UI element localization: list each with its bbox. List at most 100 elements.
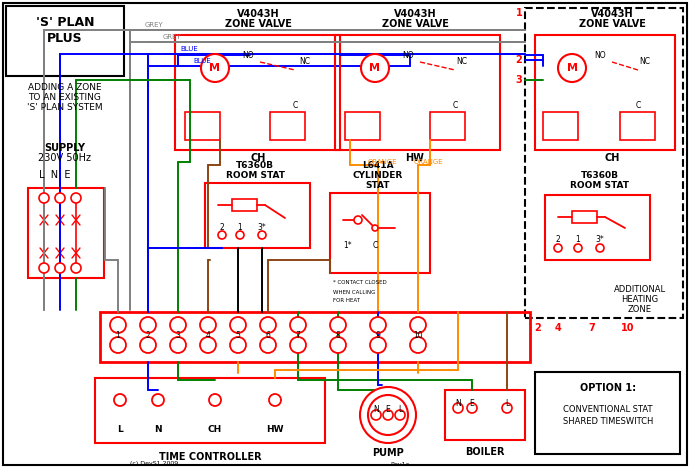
- Circle shape: [209, 394, 221, 406]
- Text: 7: 7: [589, 323, 595, 333]
- Text: PUMP: PUMP: [372, 448, 404, 458]
- Text: OPTION 1:: OPTION 1:: [580, 383, 636, 393]
- Text: Rev1a: Rev1a: [390, 461, 409, 467]
- Text: 3: 3: [175, 330, 181, 339]
- Text: PLUS: PLUS: [47, 31, 83, 44]
- Bar: [525, 8, 683, 318]
- Circle shape: [218, 231, 226, 239]
- Text: V4043H: V4043H: [394, 9, 436, 19]
- Text: M: M: [370, 63, 380, 73]
- Text: CH: CH: [250, 153, 266, 163]
- Circle shape: [260, 337, 276, 353]
- Circle shape: [55, 263, 65, 273]
- Text: ORANGE: ORANGE: [413, 159, 443, 165]
- Text: WHEN CALLING: WHEN CALLING: [333, 290, 375, 294]
- Bar: [205, 183, 310, 248]
- Text: NC: NC: [457, 58, 468, 66]
- Circle shape: [230, 317, 246, 333]
- Text: 3*: 3*: [595, 235, 604, 244]
- Circle shape: [410, 317, 426, 333]
- Circle shape: [371, 410, 381, 420]
- Text: 1: 1: [237, 224, 242, 233]
- Text: L: L: [398, 405, 402, 415]
- Circle shape: [110, 317, 126, 333]
- Text: SHARED TIMESWITCH: SHARED TIMESWITCH: [563, 417, 653, 426]
- Circle shape: [55, 193, 65, 203]
- Text: NO: NO: [242, 51, 254, 59]
- Circle shape: [39, 263, 49, 273]
- Text: NC: NC: [640, 58, 651, 66]
- Text: 2: 2: [146, 330, 150, 339]
- Text: V4043H: V4043H: [237, 9, 279, 19]
- Bar: [232, 199, 257, 211]
- Text: C: C: [373, 241, 377, 249]
- Circle shape: [368, 395, 408, 435]
- Text: NO: NO: [594, 51, 606, 59]
- Text: N: N: [455, 398, 461, 408]
- Circle shape: [502, 403, 512, 413]
- Bar: [335, 35, 500, 150]
- Text: T6360B: T6360B: [236, 161, 274, 169]
- Text: ROOM STAT: ROOM STAT: [571, 181, 629, 190]
- Text: 7: 7: [295, 330, 300, 339]
- Text: GREY: GREY: [145, 22, 164, 28]
- Bar: [535, 372, 680, 454]
- Circle shape: [453, 403, 463, 413]
- Circle shape: [170, 337, 186, 353]
- Circle shape: [596, 244, 604, 252]
- Text: (c) DevS1 2009: (c) DevS1 2009: [130, 461, 178, 467]
- Circle shape: [71, 263, 81, 273]
- Text: 2: 2: [535, 323, 542, 333]
- Circle shape: [330, 337, 346, 353]
- Text: HEATING: HEATING: [622, 295, 658, 305]
- Text: CYLINDER: CYLINDER: [353, 170, 403, 180]
- Text: 3*: 3*: [257, 224, 266, 233]
- Bar: [572, 211, 597, 223]
- Text: M: M: [210, 63, 221, 73]
- Circle shape: [372, 225, 378, 231]
- Text: 4: 4: [555, 323, 562, 333]
- Text: NC: NC: [299, 58, 310, 66]
- Circle shape: [140, 337, 156, 353]
- Text: ZONE VALVE: ZONE VALVE: [224, 19, 291, 29]
- Text: 8: 8: [335, 330, 340, 339]
- Circle shape: [39, 193, 49, 203]
- Circle shape: [467, 403, 477, 413]
- Text: L  N  E: L N E: [39, 170, 71, 180]
- Text: HW: HW: [406, 153, 424, 163]
- Text: N: N: [373, 405, 379, 415]
- Circle shape: [554, 244, 562, 252]
- Text: C: C: [293, 101, 297, 110]
- Text: 1*: 1*: [344, 241, 353, 249]
- Circle shape: [269, 394, 281, 406]
- Circle shape: [140, 317, 156, 333]
- Text: SUPPLY: SUPPLY: [44, 143, 86, 153]
- Text: GREY: GREY: [163, 34, 181, 40]
- Bar: [430, 112, 465, 140]
- Bar: [95, 378, 325, 443]
- Circle shape: [170, 317, 186, 333]
- Text: CONVENTIONAL STAT: CONVENTIONAL STAT: [563, 405, 653, 415]
- Bar: [6, 6, 124, 76]
- Text: 2: 2: [219, 224, 224, 233]
- Text: 1: 1: [515, 8, 522, 18]
- Text: ADDITIONAL: ADDITIONAL: [614, 285, 666, 294]
- Bar: [330, 193, 430, 273]
- Circle shape: [230, 337, 246, 353]
- Bar: [28, 188, 104, 278]
- Text: ROOM STAT: ROOM STAT: [226, 170, 284, 180]
- Text: L: L: [117, 425, 123, 434]
- Text: 6: 6: [266, 330, 270, 339]
- Bar: [535, 35, 675, 150]
- Circle shape: [330, 317, 346, 333]
- Text: C: C: [635, 101, 640, 110]
- Circle shape: [354, 216, 362, 224]
- Circle shape: [200, 317, 216, 333]
- Circle shape: [395, 410, 405, 420]
- Text: ADDING A ZONE: ADDING A ZONE: [28, 83, 102, 93]
- Text: 'S' PLAN SYSTEM: 'S' PLAN SYSTEM: [27, 103, 103, 112]
- Text: V4043H: V4043H: [591, 9, 633, 19]
- Bar: [345, 112, 380, 140]
- Text: BLUE: BLUE: [193, 58, 210, 64]
- Bar: [445, 390, 525, 440]
